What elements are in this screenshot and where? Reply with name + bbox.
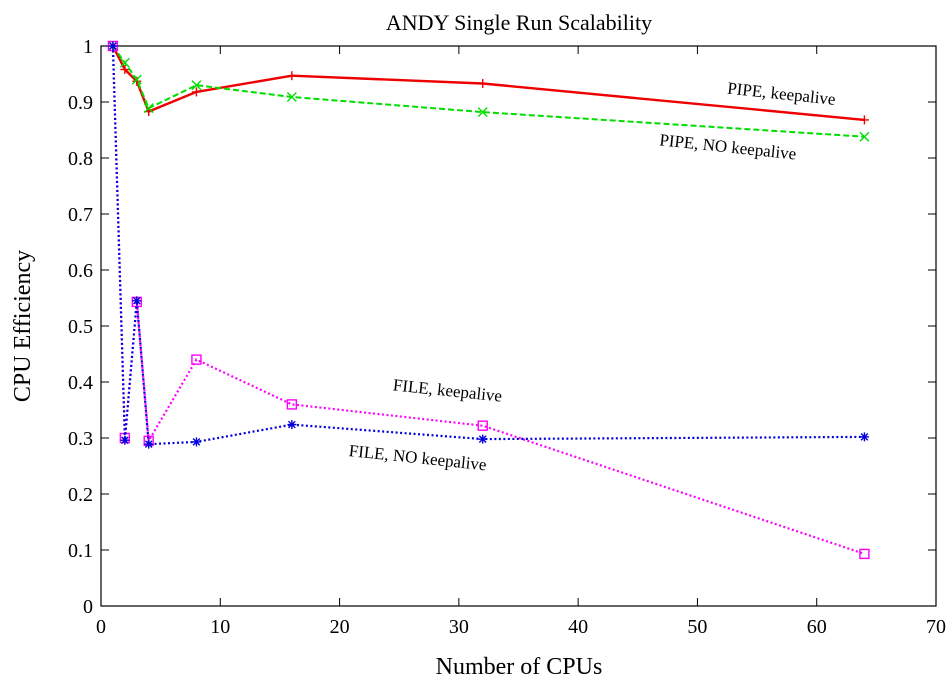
data-point-2-5 xyxy=(286,399,298,410)
series-line-2 xyxy=(111,45,865,555)
data-point-0-5 xyxy=(287,71,297,81)
x-tick-label-5: 50 xyxy=(687,616,707,638)
y-tick-label-3: 0.3 xyxy=(68,428,93,450)
series-line-1 xyxy=(112,45,865,138)
chart-title: ANDY Single Run Scalability xyxy=(386,10,652,35)
data-point-0-1 xyxy=(120,65,130,75)
series-label-1: PIPE, NO keepalive xyxy=(659,130,798,163)
plot-frame xyxy=(100,45,937,607)
y-tick-label-7: 0.7 xyxy=(68,204,93,226)
y-axis-label: CPU Efficiency xyxy=(10,250,36,402)
y-tick-label-0: 0 xyxy=(83,596,93,618)
series-label-2: FILE, keepalive xyxy=(392,375,503,405)
data-point-0-6 xyxy=(478,79,488,89)
data-point-1-4 xyxy=(191,80,202,91)
y-tick-label-1: 0.1 xyxy=(68,540,93,562)
series-label-3: FILE, NO keepalive xyxy=(348,441,488,474)
series-3 xyxy=(108,41,869,449)
annotation-layer: PIPE, keepalive PIPE, NO keepalive FILE, k… xyxy=(348,79,837,475)
y-tick-label-8: 0.8 xyxy=(68,148,93,170)
series-layer xyxy=(107,40,870,560)
x-tick-label-0: 0 xyxy=(96,616,106,638)
x-tick-label-6: 60 xyxy=(807,616,827,638)
data-point-3-2 xyxy=(132,296,142,306)
series-label-0: PIPE, keepalive xyxy=(726,79,836,109)
data-point-3-4 xyxy=(191,437,201,447)
data-point-3-6 xyxy=(478,434,488,444)
data-point-1-7 xyxy=(859,131,870,142)
y-tick-label-5: 0.5 xyxy=(68,316,93,338)
data-point-0-7 xyxy=(859,115,869,125)
x-tick-label-2: 20 xyxy=(330,616,350,638)
data-point-3-7 xyxy=(859,432,869,442)
data-point-3-5 xyxy=(287,420,297,430)
x-axis-label: Number of CPUs xyxy=(436,654,603,680)
data-point-2-6 xyxy=(477,420,488,431)
data-point-0-4 xyxy=(191,87,201,97)
data-point-1-5 xyxy=(286,91,297,102)
data-point-1-3 xyxy=(143,103,154,114)
data-point-1-1 xyxy=(119,57,130,68)
y-tick-label-6: 0.6 xyxy=(68,260,93,282)
y-tick-label-4: 0.4 xyxy=(68,372,93,394)
x-tick-label-7: 70 xyxy=(926,616,946,638)
data-point-1-6 xyxy=(477,107,488,118)
x-tick-label-3: 30 xyxy=(449,616,469,638)
y-tick-label-2: 0.2 xyxy=(68,484,93,506)
data-point-3-1 xyxy=(120,435,130,445)
axis-ticks: 0 10 20 30 40 50 60 70 0 0.1 0.2 0.3 0.4 0.5 0.6 0.7 0.8… xyxy=(68,36,946,638)
x-tick-label-4: 40 xyxy=(568,616,588,638)
y-tick-label-9: 0.9 xyxy=(68,92,93,114)
data-point-2-4 xyxy=(191,354,202,365)
data-point-2-7 xyxy=(859,548,870,560)
series-line-0 xyxy=(111,45,865,122)
series-2 xyxy=(107,40,870,560)
x-tick-label-1: 10 xyxy=(210,616,230,638)
data-point-3-0 xyxy=(108,41,118,51)
series-line-3 xyxy=(111,45,865,446)
y-tick-label-10: 1 xyxy=(83,36,93,58)
data-point-1-2 xyxy=(131,74,142,85)
data-point-3-3 xyxy=(144,439,154,449)
